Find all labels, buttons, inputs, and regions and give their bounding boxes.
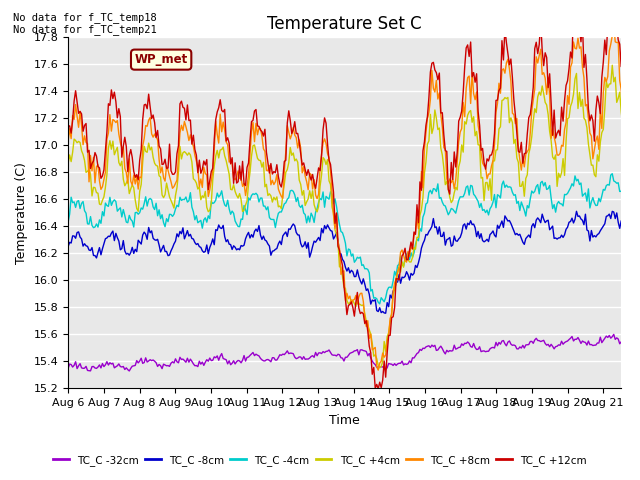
Y-axis label: Temperature (C): Temperature (C) [15, 162, 28, 264]
Legend: TC_C -32cm, TC_C -8cm, TC_C -4cm, TC_C +4cm, TC_C +8cm, TC_C +12cm: TC_C -32cm, TC_C -8cm, TC_C -4cm, TC_C +… [49, 451, 591, 470]
Title: Temperature Set C: Temperature Set C [268, 15, 422, 33]
Text: No data for f_TC_temp18: No data for f_TC_temp18 [13, 12, 157, 23]
X-axis label: Time: Time [330, 414, 360, 427]
Text: WP_met: WP_met [134, 53, 188, 66]
Text: No data for f_TC_temp21: No data for f_TC_temp21 [13, 24, 157, 35]
